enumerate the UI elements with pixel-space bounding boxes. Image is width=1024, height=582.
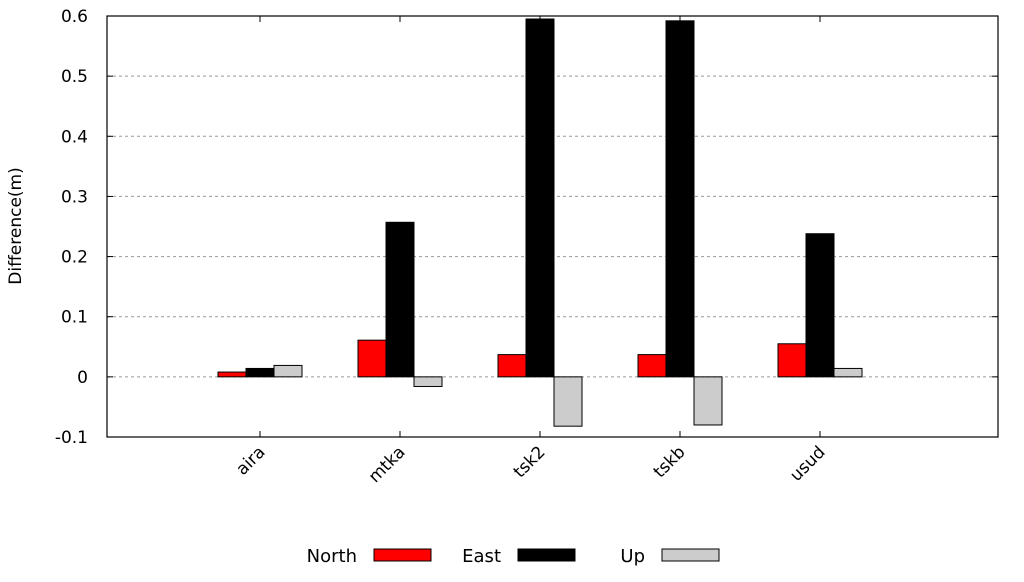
bar-up-mtka [413,376,443,387]
bar-east-tsk2 [525,18,555,378]
y-tick-label: 0.5 [61,67,88,87]
y-tick-label: 0 [77,368,88,388]
y-tick-label: 0.4 [61,127,88,147]
x-tick-label: usud [786,442,829,485]
bar-north-tskb [637,354,667,378]
legend-swatch-north [373,548,432,562]
x-tick-label: tsk2 [510,442,550,482]
bar-up-aira [273,364,303,378]
legend-label-east: East [462,546,501,567]
bar-north-aira [217,371,247,378]
bar-east-usud [805,233,835,378]
y-tick-label: 0.2 [61,248,88,268]
plot-frame [106,15,999,438]
x-tick-label: aira [232,442,269,479]
x-tick-label: tskb [650,442,690,482]
legend: North East Up [307,546,720,567]
y-tick-label: -0.1 [55,428,88,448]
bar-east-mtka [385,221,415,378]
legend-label-up: Up [620,546,645,567]
y-tick-label: 0.6 [61,7,88,27]
legend-swatch-up [661,548,720,562]
bar-north-mtka [357,339,387,378]
bars-layer [217,18,863,427]
bar-east-tskb [665,20,695,378]
x-tick-label: mtka [365,442,410,487]
y-tick-label: 0.3 [61,187,88,207]
bar-north-usud [777,343,807,378]
bar-up-tskb [693,376,723,426]
bar-up-tsk2 [553,376,583,427]
bar-east-aira [245,367,275,378]
y-tick-label: 0.1 [61,308,88,328]
legend-label-north: North [307,546,357,567]
y-axis-label: Difference(m) [6,167,26,284]
bar-north-tsk2 [497,354,527,378]
bar-up-usud [833,367,863,378]
legend-swatch-east [517,548,576,562]
